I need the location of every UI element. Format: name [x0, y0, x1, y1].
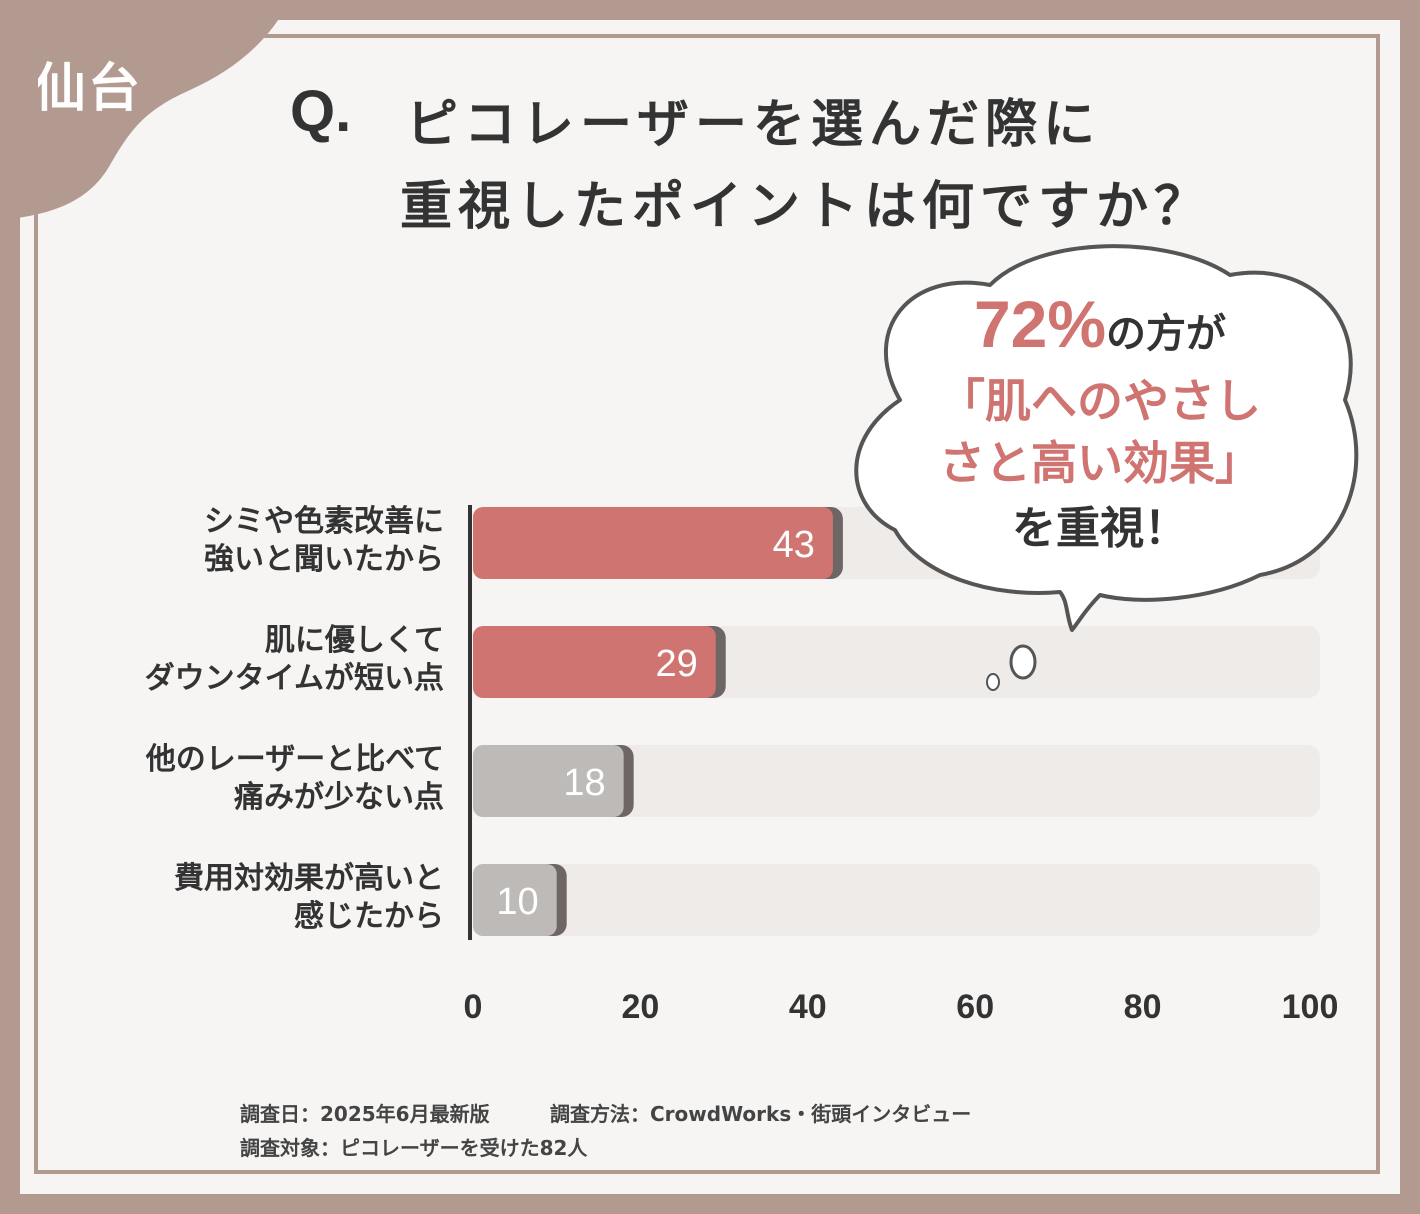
bar [473, 626, 716, 698]
bars: 43 29 18 10 [473, 507, 843, 936]
callout-text: 72%の方が 「肌へのやさし さと高い効果」 を重視！ [880, 288, 1320, 564]
category-label: 他のレーザーと比べて 痛みが少ない点 [146, 741, 444, 817]
category-label-line: 強いと聞いたから [204, 542, 444, 577]
bubble-dot-small [986, 673, 1000, 691]
category-label-line: 費用対効果が高いと [174, 861, 444, 896]
category-label-line: 痛みが少ない点 [234, 780, 444, 815]
bubble-dot-large [1009, 644, 1037, 680]
x-tick-label: 20 [621, 988, 659, 1026]
bar-track [473, 864, 1320, 936]
callout-line-4: を重視！ [1012, 503, 1188, 554]
bar-value-label: 43 [773, 524, 815, 566]
category-label-line: シミや色素改善に [204, 504, 444, 539]
callout-percent: 72% [973, 287, 1107, 361]
x-tick-label: 80 [1124, 988, 1162, 1026]
callout-line-1-suffix: の方が [1106, 311, 1227, 357]
callout-line-1: 72%の方が [880, 288, 1320, 370]
speech-bubble-shape [854, 244, 1359, 632]
question-mark-label: Q. [290, 79, 352, 144]
x-tick-label: 100 [1282, 988, 1339, 1026]
footnote-survey-target: 調査対象：ピコレーザーを受けた82人 [240, 1136, 588, 1160]
callout-line-3: さと高い効果」 [939, 436, 1261, 490]
infographic-panel [20, 20, 1400, 1194]
category-label-line: 他のレーザーと比べて [145, 742, 444, 777]
bar-value-label: 10 [496, 881, 538, 923]
bar [473, 745, 624, 817]
bar-track [473, 745, 1320, 817]
city-badge: 仙台 [34, 59, 143, 119]
category-label-line: ダウンタイムが短い点 [144, 661, 444, 696]
x-axis-ticks: 0 20 40 60 80 100 [464, 988, 1339, 1026]
x-tick-label: 60 [956, 988, 994, 1026]
speech-bubble [854, 244, 1359, 691]
bar-value-label: 29 [655, 643, 697, 685]
category-label: 肌に優しくて ダウンタイムが短い点 [145, 622, 444, 698]
footnote-survey-date: 調査日：2025年6月最新版 [240, 1102, 490, 1126]
category-label-line: 感じたから [294, 899, 444, 934]
bar [473, 864, 557, 936]
callout-line-2: 「肌へのやさし [939, 374, 1261, 428]
bar [473, 507, 833, 579]
category-label: シミや色素改善に 強いと聞いたから [204, 503, 444, 579]
category-label: 費用対効果が高いと 感じたから [174, 860, 444, 936]
bar-value-label: 18 [563, 762, 605, 804]
footnote-survey-method: 調査方法：CrowdWorks・街頭インタビュー [550, 1102, 972, 1126]
corner-decoration [0, 0, 290, 220]
category-label-line: 肌に優しくて [264, 623, 444, 658]
question-line-1: ピコレーザーを選んだ際に [406, 95, 1101, 155]
x-tick-label: 40 [789, 988, 827, 1026]
x-tick-label: 0 [464, 988, 483, 1026]
question-line-2: 重視したポイントは何ですか？ [400, 177, 1213, 237]
